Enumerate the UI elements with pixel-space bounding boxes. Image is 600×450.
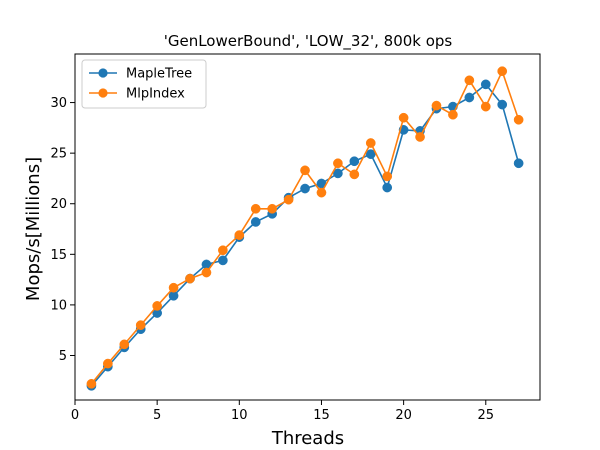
data-point-mlpindex — [119, 339, 130, 350]
data-point-mlpindex — [250, 203, 261, 214]
data-point-mlpindex — [431, 100, 442, 111]
data-point-mlpindex — [267, 203, 278, 214]
data-point-mapletree — [250, 217, 261, 227]
data-point-mapletree — [349, 156, 360, 167]
x-tick-label: 25 — [478, 408, 495, 423]
data-point-mlpindex — [382, 171, 393, 182]
x-axis-title: Threads — [271, 428, 344, 449]
legend-marker-mapletree — [98, 68, 108, 78]
data-point-mlpindex — [201, 267, 212, 278]
plot-area: 0 5 10 15 20 25 5 10 15 20 25 30 — [50, 53, 541, 423]
data-point-mapletree — [218, 255, 228, 266]
data-point-mlpindex — [300, 165, 310, 176]
data-point-mlpindex — [365, 138, 376, 148]
y-tick-label: 15 — [50, 248, 67, 263]
data-point-mapletree — [333, 168, 343, 179]
data-point-mlpindex — [415, 132, 425, 142]
data-point-mlpindex — [497, 66, 508, 77]
x-tick-label: 10 — [231, 408, 248, 423]
data-point-mapletree — [464, 92, 475, 103]
data-point-mlpindex — [398, 112, 409, 123]
data-point-mapletree — [382, 182, 393, 193]
data-point-mlpindex — [152, 301, 163, 311]
data-point-mlpindex — [480, 101, 491, 112]
y-axis-title: Mops/s[Millions] — [23, 157, 44, 301]
data-point-mlpindex — [283, 194, 294, 205]
x-tick-label: 20 — [395, 408, 412, 423]
data-point-mlpindex — [234, 230, 245, 240]
data-point-mlpindex — [448, 109, 458, 120]
data-point-mlpindex — [349, 169, 360, 180]
legend-marker-mlpindex — [98, 88, 108, 98]
data-point-mapletree — [168, 290, 179, 301]
y-tick-label: 30 — [50, 96, 67, 111]
x-tick-label: 5 — [153, 408, 161, 423]
legend-box — [81, 59, 207, 109]
x-tick-label: 0 — [71, 408, 79, 423]
data-point-mlpindex — [464, 75, 475, 86]
x-tick-label: 15 — [313, 408, 330, 423]
data-point-mapletree — [480, 79, 491, 90]
data-point-mapletree — [513, 158, 524, 169]
data-point-mlpindex — [168, 282, 179, 293]
legend-label-mapletree: MapleTree — [126, 67, 192, 82]
y-tick-label: 25 — [50, 147, 67, 162]
data-point-mlpindex — [333, 158, 343, 169]
data-point-mlpindex — [218, 245, 228, 256]
y-tick-label: 10 — [50, 298, 67, 313]
axes-frame — [74, 53, 541, 401]
data-point-mapletree — [497, 99, 508, 110]
y-tick-label: 20 — [50, 197, 67, 212]
y-tick-label: 5 — [59, 349, 67, 364]
data-point-mlpindex — [135, 320, 146, 330]
data-point-mlpindex — [185, 273, 195, 284]
legend-label-mlpindex: MlpIndex — [126, 87, 185, 102]
data-point-mapletree — [300, 183, 310, 194]
data-point-mlpindex — [86, 378, 97, 389]
data-point-mlpindex — [103, 358, 113, 369]
chart-title: 'GenLowerBound', 'LOW_32', 800k ops — [164, 32, 453, 51]
data-point-mlpindex — [316, 187, 327, 198]
legend: MapleTree MlpIndex — [81, 59, 207, 109]
data-point-mlpindex — [513, 114, 524, 125]
